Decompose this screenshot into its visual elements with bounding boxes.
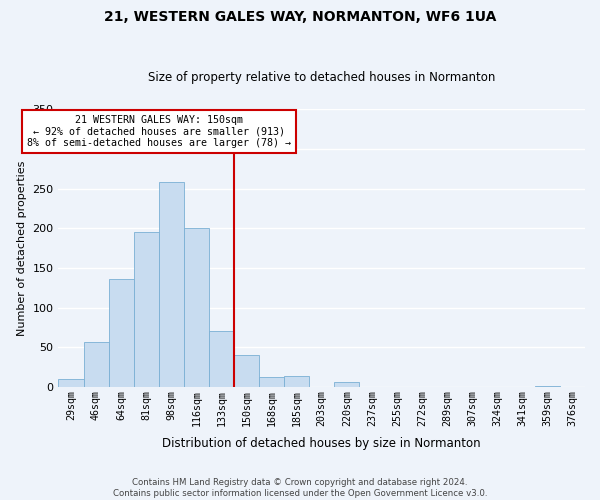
X-axis label: Distribution of detached houses by size in Normanton: Distribution of detached houses by size … — [163, 437, 481, 450]
Bar — [535, 386, 560, 387]
Bar — [334, 382, 359, 387]
Bar — [259, 377, 284, 387]
Bar — [184, 228, 209, 387]
Y-axis label: Number of detached properties: Number of detached properties — [17, 160, 27, 336]
Title: Size of property relative to detached houses in Normanton: Size of property relative to detached ho… — [148, 72, 496, 85]
Bar — [284, 376, 309, 387]
Bar — [83, 342, 109, 387]
Bar — [159, 182, 184, 387]
Bar — [109, 279, 134, 387]
Bar — [234, 354, 259, 387]
Bar — [134, 232, 159, 387]
Text: 21, WESTERN GALES WAY, NORMANTON, WF6 1UA: 21, WESTERN GALES WAY, NORMANTON, WF6 1U… — [104, 10, 496, 24]
Text: 21 WESTERN GALES WAY: 150sqm
← 92% of detached houses are smaller (913)
8% of se: 21 WESTERN GALES WAY: 150sqm ← 92% of de… — [27, 115, 291, 148]
Bar — [58, 379, 83, 387]
Text: Contains HM Land Registry data © Crown copyright and database right 2024.
Contai: Contains HM Land Registry data © Crown c… — [113, 478, 487, 498]
Bar — [209, 331, 234, 387]
